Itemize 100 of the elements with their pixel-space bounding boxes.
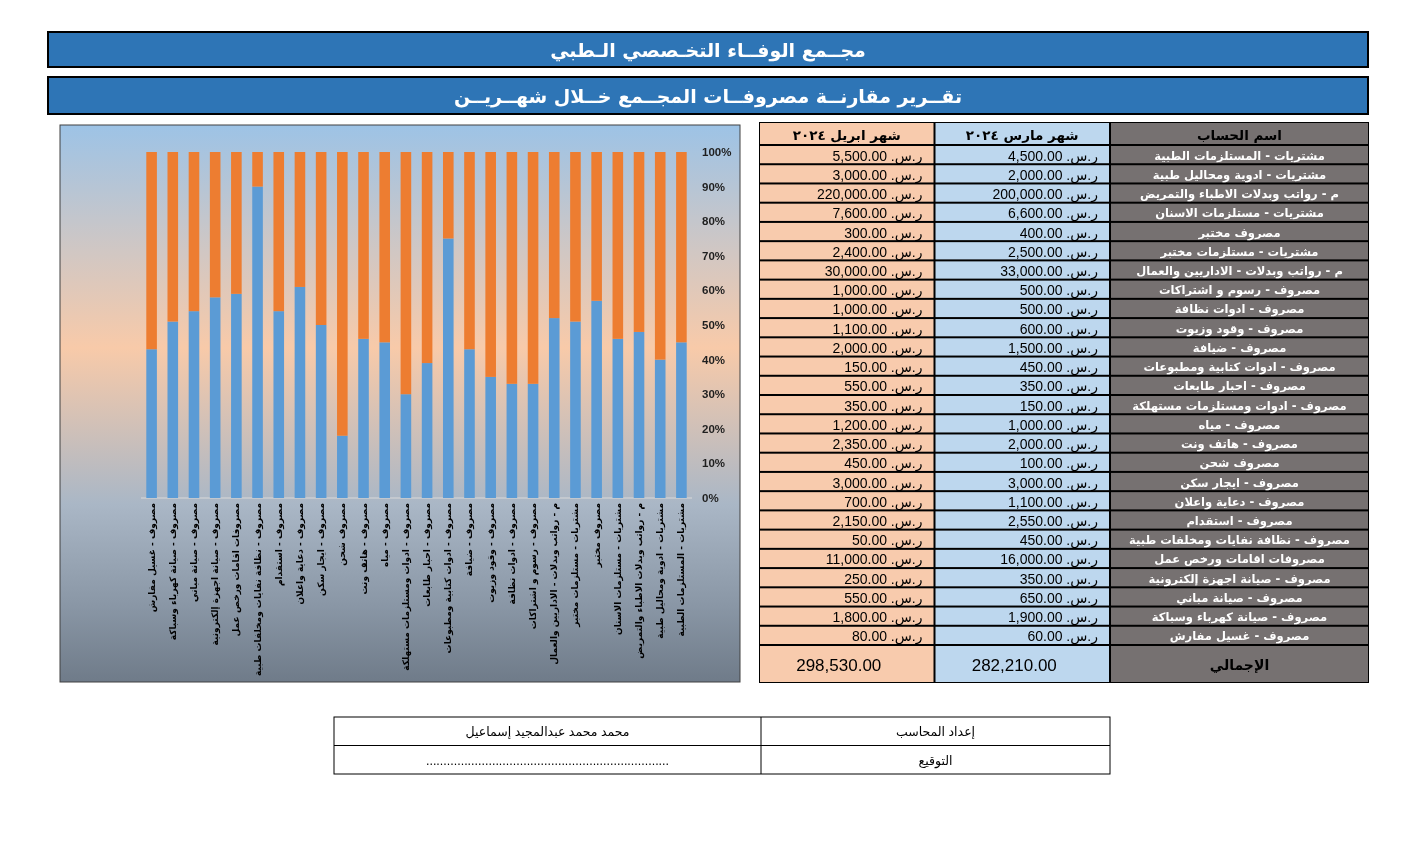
y-tick-label: 100%	[702, 146, 732, 158]
text: ر.س. 550.00	[844, 589, 923, 607]
y-tick-label: 90%	[702, 180, 726, 193]
x-tick-label: مصروف - وقود وزيوت	[485, 503, 497, 603]
text: مصروف - مياه	[1198, 417, 1281, 433]
bar	[527, 383, 539, 498]
text: مشتريات - مستلزمات مختبر	[1159, 244, 1319, 259]
bar	[633, 152, 645, 332]
bar	[400, 152, 412, 395]
text: ر.س. 300.00	[844, 224, 923, 242]
bar	[570, 152, 581, 322]
text: شهر ابريل ٢٠٢٤	[792, 126, 901, 143]
x-tick-label: مصروف - هاتف ونت	[358, 503, 370, 595]
text: ر.س. 2,000.00	[832, 339, 923, 357]
bar	[167, 152, 179, 322]
text: مصروف - ايجار سكن	[1180, 475, 1299, 491]
text: ر.س. 3,000.00	[832, 166, 923, 184]
x-tick-label: مصروف - صيانة مباني	[188, 503, 200, 602]
text: 298,530.00	[796, 655, 882, 675]
text: ر.س. 1,900.00	[1007, 609, 1098, 627]
text: ر.س. 2,550.00	[1007, 513, 1098, 530]
y-tick-label: 70%	[702, 249, 726, 262]
bar	[337, 152, 348, 436]
x-tick-label: مصروف - ادوات كتابية ومطبوعات	[443, 503, 455, 654]
text: ر.س. 250.00	[844, 570, 923, 588]
text: ر.س. 350.00	[1019, 570, 1098, 588]
x-tick-label: مصروف شحن	[337, 503, 349, 566]
text: ر.س. 11,000.00	[825, 551, 923, 569]
x-tick-label: مصروف - غسيل مفارش	[146, 503, 158, 613]
bar	[146, 349, 157, 498]
bar	[294, 152, 306, 287]
bar	[337, 435, 348, 498]
x-tick-label: مشتريات - مستلزمات مختبر	[570, 503, 582, 628]
text: ر.س. 2,150.00	[832, 513, 923, 530]
text: مصروف - ادوات نظافة	[1174, 302, 1305, 318]
bar	[654, 359, 666, 498]
bar	[294, 286, 306, 498]
bar	[358, 338, 369, 498]
text: ر.س. 80.00	[851, 628, 923, 646]
bar	[506, 383, 518, 498]
text: ر.س. 1,500.00	[1007, 339, 1098, 357]
bar	[188, 311, 200, 498]
text: ر.س. 1,200.00	[832, 416, 923, 434]
text: ر.س. 4,500.00	[1007, 147, 1098, 165]
text: مصروف مختبر	[1197, 225, 1281, 241]
x-tick-label: مصروف - ادوات ومستلزمات مستهلكة	[400, 503, 412, 671]
text: ر.س. 30,000.00	[824, 263, 923, 280]
text: مصروف - احبار طابعات	[1173, 379, 1306, 395]
text: ر.س. 2,000.00	[1007, 436, 1098, 454]
text: محمد محمد عبدالمجيد إسماعيل	[465, 725, 630, 740]
text: ر.س. 50.00	[851, 532, 923, 550]
text: ر.س. 650.00	[1019, 589, 1098, 607]
bar	[591, 300, 602, 498]
x-tick-label: مصروف - ادوات نظافة	[506, 503, 518, 605]
bar	[654, 152, 666, 360]
text: ر.س. 500.00	[1019, 282, 1098, 300]
text: ر.س. 1,000.00	[832, 301, 923, 319]
y-tick-label: 30%	[702, 388, 726, 401]
x-tick-label: م - رواتب وبدلات الاطباء والتمريض	[634, 503, 646, 659]
text: م - رواتب وبدلات الاطباء والتمريض	[1140, 187, 1339, 203]
text: ر.س. 1,100.00	[832, 320, 923, 338]
bar	[464, 152, 475, 350]
text: مصروف - وقود وزيوت	[1175, 321, 1304, 337]
y-tick-label: 60%	[702, 284, 726, 297]
text: مصروف - ادوات كتابية ومطبوعات	[1143, 360, 1336, 376]
text: اسم الحساب	[1197, 126, 1282, 143]
text: ر.س. 500.00	[1019, 301, 1098, 319]
bar	[379, 342, 391, 498]
text: ر.س. 220,000.00	[816, 186, 923, 204]
bar	[358, 152, 369, 339]
bar	[273, 152, 285, 312]
text: ر.س. 2,000.00	[1007, 166, 1098, 184]
text: إعداد المحاسب	[895, 725, 976, 740]
bar	[231, 152, 242, 294]
bar	[570, 321, 581, 498]
text: مصروف - هاتف ونت	[1181, 437, 1298, 453]
text: ر.س. 2,400.00	[832, 243, 923, 261]
bar	[676, 152, 687, 343]
text: مصروف - ادوات ومستلزمات مستهلكة	[1132, 398, 1347, 414]
text: مشتريات - المستلزمات الطبية	[1154, 148, 1325, 163]
bar	[527, 152, 539, 384]
text: ر.س. 1,800.00	[832, 609, 923, 627]
bar	[442, 152, 454, 239]
text: ر.س. 16,000.00	[1000, 551, 1098, 569]
bar	[379, 152, 391, 343]
bar	[442, 238, 454, 498]
text: ر.س. 100.00	[1019, 455, 1098, 473]
bar	[506, 152, 518, 384]
text: ر.س. 550.00	[844, 378, 923, 396]
x-tick-label: مشتريات - ادوية ومحاليل طبية	[655, 503, 667, 639]
y-tick-label: 10%	[702, 457, 726, 470]
text: ر.س. 2,350.00	[832, 436, 923, 454]
text: ر.س. 6,600.00	[1007, 205, 1098, 223]
text: مشتريات - مستلزمات الاسنان	[1155, 206, 1324, 221]
x-tick-label: مصروف - صيانة كهرباء وسباكة	[167, 503, 179, 641]
bar	[209, 152, 221, 298]
text: ......................................................................	[425, 753, 670, 768]
text: ر.س. 150.00	[844, 359, 923, 377]
text: ر.س. 450.00	[844, 455, 923, 473]
text: ر.س. 5,500.00	[832, 147, 923, 165]
